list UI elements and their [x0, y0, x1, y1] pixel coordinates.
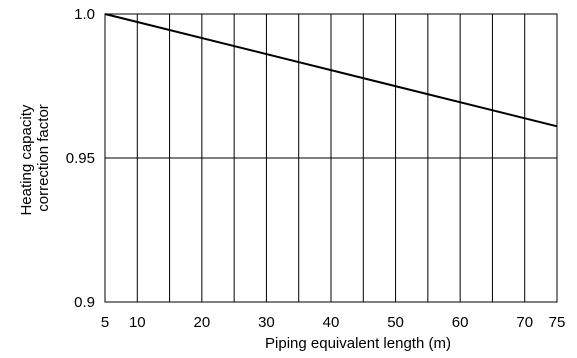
x-tick-label-1: 10: [129, 314, 146, 331]
y-axis-label: Heating capacity correction factor: [18, 100, 52, 215]
y-axis-label-line-2: correction factor: [35, 104, 52, 212]
x-tick-label-6: 60: [452, 314, 469, 331]
series-layer: [104, 13, 558, 128]
x-tick-label-4: 40: [323, 314, 340, 331]
y-axis-label-line-1: Heating capacity: [18, 104, 35, 215]
y-tick-label-0: 0.9: [74, 294, 95, 311]
x-tick-label-8: 75: [549, 314, 566, 331]
y-tick-label-2: 1.0: [74, 6, 95, 23]
y-tick-label-1: 0.95: [66, 150, 95, 167]
grid-lines: [105, 14, 557, 302]
x-tick-label-0: 5: [101, 314, 109, 331]
x-tick-label-5: 50: [387, 314, 404, 331]
x-tick-label-7: 70: [516, 314, 533, 331]
plot-frame: [104, 13, 558, 303]
x-axis-label: Piping equivalent length (m): [265, 335, 451, 352]
y-tick-labels: 0.9 0.95 1.0: [66, 6, 95, 311]
x-tick-label-3: 30: [258, 314, 275, 331]
series-line-0: [104, 13, 558, 128]
x-tick-label-2: 20: [194, 314, 211, 331]
x-tick-labels: 5 10 20 30 40 50 60 70 75: [101, 314, 566, 331]
